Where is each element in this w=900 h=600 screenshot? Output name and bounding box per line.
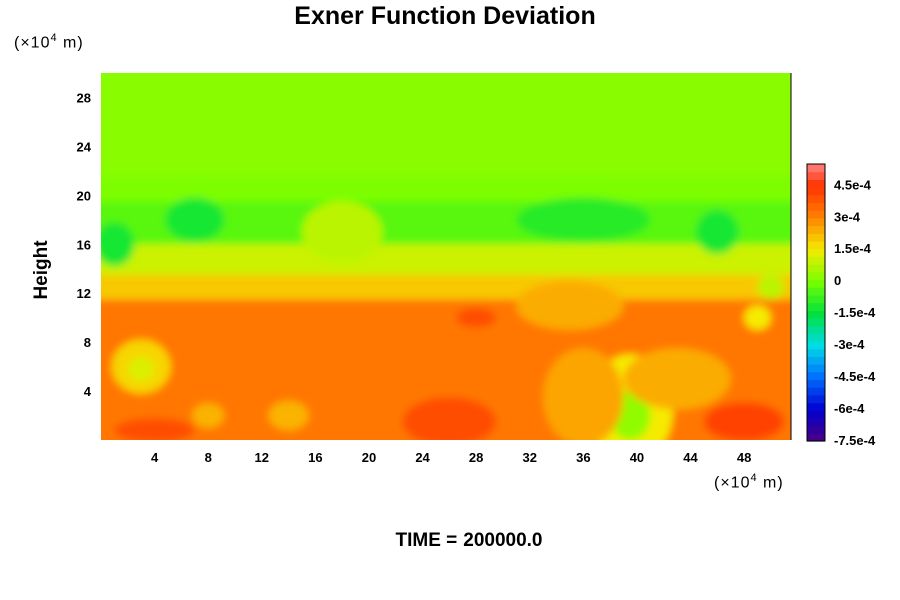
colorbar-bin [807, 356, 825, 365]
colorbar-bin [807, 187, 825, 196]
y-ticks: 4 8 12 16 20 24 28 [77, 90, 92, 399]
colorbar-bin [807, 294, 825, 304]
colorbar-bin [807, 279, 825, 288]
colorbar-bin [807, 240, 825, 250]
colorbar-bin [807, 425, 825, 434]
colorbar-bin [807, 333, 825, 342]
colorbar-tick-label: 1.5e-4 [834, 241, 872, 256]
x-tick-label: 12 [255, 450, 269, 465]
colorbar-frame [806, 163, 826, 442]
colorbar-ticks: 4.5e-4 3e-4 1.5e-4 0 -1.5e-4 -3e-4 -4.5e-4 -6e-… [834, 177, 876, 448]
x-ticks: 4 8 12 16 20 24 28 32 36 40 44 48 [151, 450, 751, 465]
colorbar-bin [807, 317, 825, 327]
y-tick-label: 24 [77, 139, 92, 154]
colorbar-bin [807, 371, 825, 381]
colorbar-bin [807, 202, 825, 211]
field-feature [456, 307, 497, 328]
colorbar-bin [807, 433, 825, 442]
colorbar-bin [807, 264, 825, 273]
colorbar-bin [807, 287, 825, 296]
colorbar-bin [807, 364, 825, 373]
y-tick-label: 8 [84, 335, 91, 350]
colorbar-bin [807, 210, 825, 219]
field-layer-band [101, 176, 791, 202]
colorbar-tick-label: 4.5e-4 [834, 177, 872, 192]
y-tick-label: 12 [77, 286, 91, 301]
field-layer-band [101, 244, 791, 275]
colorbar-bin [807, 194, 825, 204]
x-tick-label: 20 [362, 450, 376, 465]
field-feature [744, 305, 771, 330]
field-feature [127, 356, 155, 382]
x-tick-label: 36 [576, 450, 590, 465]
colorbar-bin [807, 417, 825, 427]
y-axis-unit: (×104 m) [14, 32, 84, 52]
colorbar-bin [807, 348, 825, 357]
colorbar-bin [807, 256, 825, 265]
colorbar-bin [807, 217, 825, 227]
colorbar-tick-label: -6e-4 [834, 401, 865, 416]
colorbar-bin [807, 171, 825, 180]
field-layer-band [101, 274, 791, 300]
y-tick-label: 28 [77, 90, 91, 105]
field-layer [101, 73, 791, 440]
field-feature [516, 197, 651, 242]
colorbar-bin [807, 379, 825, 388]
field-smoothing-group [101, 73, 791, 440]
colorbar-bin [807, 387, 825, 396]
y-tick-label: 4 [84, 384, 92, 399]
x-tick-label: 28 [469, 450, 483, 465]
x-axis-unit: (×104 m) [714, 472, 784, 492]
field-feature [402, 397, 497, 440]
colorbar-tick-label: 0 [834, 273, 841, 288]
x-tick-label: 24 [415, 450, 430, 465]
colorbar-tick-label: -7.5e-4 [834, 433, 876, 448]
field-feature [114, 417, 195, 440]
y-tick-label: 16 [77, 237, 91, 252]
field-feature [165, 197, 225, 242]
x-tick-label: 32 [523, 450, 537, 465]
field-feature [695, 210, 739, 255]
y-tick-label: 20 [77, 188, 91, 203]
colorbar-bin [807, 248, 825, 257]
colorbar-bin [807, 225, 825, 234]
colorbar-tick-label: -3e-4 [834, 337, 865, 352]
colorbar-bin [807, 310, 825, 319]
time-readout: TIME = 200000.0 [0, 530, 900, 552]
colorbar-bin [807, 410, 825, 419]
x-tick-label: 4 [151, 450, 159, 465]
x-tick-label: 48 [737, 450, 751, 465]
x-tick-label: 44 [683, 450, 698, 465]
colorbar-bin [807, 340, 825, 350]
field-feature [757, 274, 785, 300]
field-feature [703, 402, 785, 440]
colorbar-bin [807, 233, 825, 242]
colorbar-bin [807, 325, 825, 334]
field-feature [192, 403, 225, 428]
colorbar-tick-label: -1.5e-4 [834, 305, 876, 320]
time-value: 200000.0 [463, 530, 543, 551]
field-feature [101, 222, 135, 267]
colorbar-tick-label: -4.5e-4 [834, 369, 876, 384]
field-feature [268, 400, 309, 431]
field-feature [543, 348, 624, 440]
field-feature [301, 201, 383, 263]
x-tick-label: 8 [205, 450, 212, 465]
colorbar-bin [807, 271, 825, 281]
colorbar-bin [807, 394, 825, 404]
colorbar [806, 163, 826, 442]
x-tick-label: 16 [308, 450, 322, 465]
colorbar-bin [807, 302, 825, 311]
colorbar-bin [807, 179, 825, 188]
x-tick-label: 40 [630, 450, 644, 465]
field-feature [623, 348, 731, 410]
chart-title: Exner Function Deviation [294, 2, 596, 30]
colorbar-bin [807, 164, 825, 173]
colorbar-bin [807, 402, 825, 411]
time-label: TIME = [395, 530, 458, 551]
field-feature [516, 280, 624, 330]
field-layer-band [101, 73, 791, 177]
colorbar-tick-label: 3e-4 [834, 209, 861, 224]
